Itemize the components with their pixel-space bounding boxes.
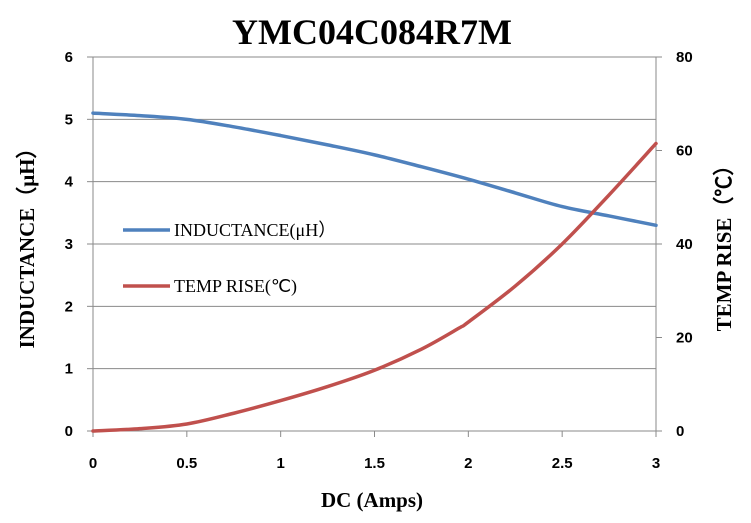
x-tick-label: 0.5 — [176, 455, 197, 472]
chart-title: YMC04C084R7M — [232, 12, 512, 52]
right-tick-label: 20 — [676, 330, 693, 347]
left-tick-label: 0 — [65, 423, 73, 440]
x-tick-label: 0 — [89, 455, 97, 472]
right-tick-label: 60 — [676, 143, 693, 160]
left-tick-labels: 0 1 2 3 4 5 6 — [65, 49, 74, 440]
series-line-inductance — [91, 111, 658, 228]
left-tick-label: 6 — [65, 49, 73, 66]
legend-label: INDUCTANCE(μH） — [174, 220, 336, 241]
x-tick-label: 1 — [276, 455, 284, 472]
left-tick-label: 4 — [65, 174, 74, 191]
left-tick-label: 1 — [65, 361, 73, 378]
x-tick-label: 2 — [464, 455, 472, 472]
left-tick-label: 5 — [65, 111, 73, 128]
right-axis-title: TEMP RISE（℃） — [712, 155, 736, 332]
x-tick-label: 2.5 — [552, 455, 573, 472]
x-tick-label: 1.5 — [364, 455, 385, 472]
right-tick-label: 0 — [676, 423, 684, 440]
x-tick-labels: 0 0.5 1 1.5 2 2.5 3 — [89, 455, 660, 472]
x-axis-title: DC (Amps) — [321, 488, 423, 512]
series-line-temp-rise — [91, 141, 658, 433]
x-tick-label: 3 — [652, 455, 660, 472]
legend-label: TEMP RISE(℃) — [174, 276, 297, 297]
series-lines — [91, 111, 658, 433]
left-tick-label: 3 — [65, 236, 73, 253]
right-tick-label: 40 — [676, 236, 693, 253]
axes — [87, 56, 662, 437]
right-tick-labels: 0 20 40 60 80 — [676, 49, 693, 440]
legend: INDUCTANCE(μH） TEMP RISE(℃) — [123, 220, 336, 297]
left-axis-title: INDUCTANCE（μH） — [15, 137, 39, 348]
right-tick-label: 80 — [676, 49, 693, 66]
left-tick-label: 2 — [65, 298, 73, 315]
grid-lines — [93, 56, 656, 432]
